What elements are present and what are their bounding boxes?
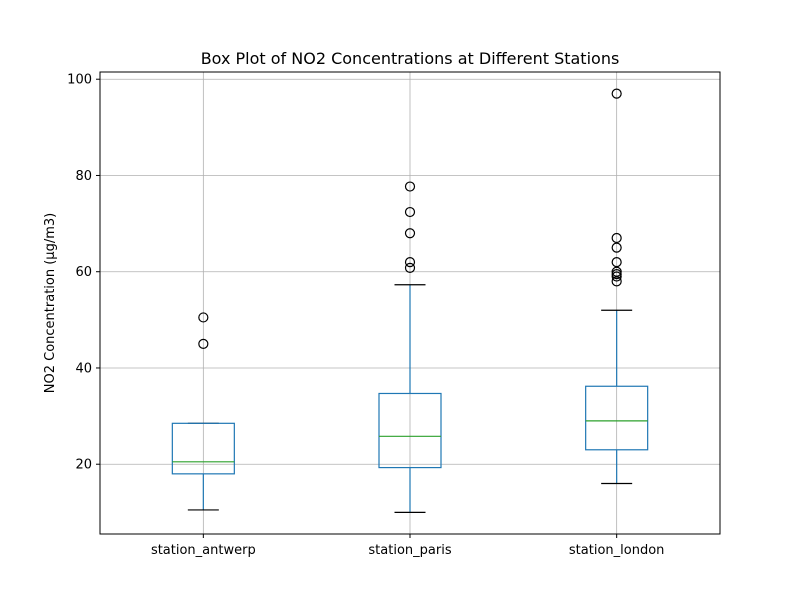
x-tick-label: station_london: [569, 543, 665, 558]
interquartile-box: [171, 422, 235, 475]
outlier-point: [611, 88, 622, 99]
chart-title: Box Plot of NO2 Concentrations at Differ…: [201, 49, 620, 68]
grid-lines: [100, 72, 720, 534]
outlier-point: [404, 181, 416, 192]
y-axis-ticks: 20 40 60 80 100: [67, 73, 100, 473]
box-station_antwerp: [171, 312, 235, 511]
outlier-point: [404, 262, 416, 273]
interquartile-box: [378, 392, 442, 469]
outlier-point: [404, 206, 416, 218]
outlier-point: [198, 338, 209, 350]
outlier-point: [404, 228, 416, 239]
outlier-point: [611, 276, 622, 287]
box-plot-series: [171, 88, 649, 513]
outlier-point: [611, 232, 622, 244]
interquartile-box: [585, 385, 649, 451]
x-axis-ticks: station_antwerp station_paris station_lond…: [151, 534, 664, 558]
outlier-point: [611, 266, 622, 277]
y-axis-label: NO2 Concentration (µg/m3): [43, 213, 58, 393]
y-tick-label: 100: [67, 73, 92, 88]
outlier-point: [611, 256, 622, 268]
outlier-point: [611, 242, 622, 253]
y-tick-label: 20: [75, 458, 92, 473]
outlier-point: [611, 269, 622, 280]
y-tick-label: 80: [75, 169, 92, 184]
box-station_london: [585, 88, 649, 485]
y-tick-label: 60: [75, 265, 92, 280]
box-station_paris: [378, 181, 442, 513]
x-tick-label: station_paris: [368, 543, 451, 558]
x-tick-label: station_antwerp: [151, 543, 256, 558]
outlier-point: [611, 271, 622, 282]
y-tick-label: 40: [75, 361, 92, 376]
outlier-point: [198, 312, 209, 323]
outlier-point: [404, 256, 416, 268]
